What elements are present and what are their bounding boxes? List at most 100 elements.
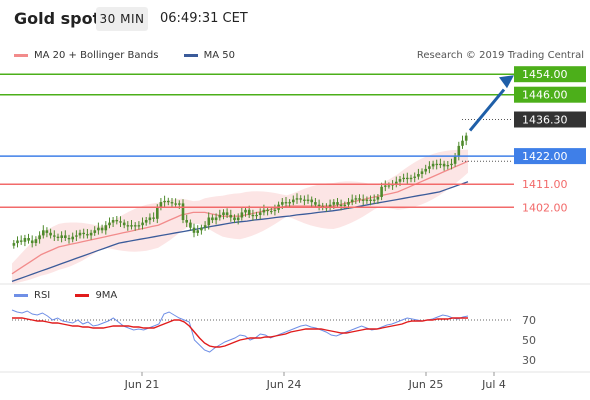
candle-body — [111, 220, 115, 223]
candle-body — [130, 225, 133, 227]
candle-body — [53, 235, 56, 237]
candle-body — [185, 220, 188, 223]
candle-body — [431, 163, 435, 167]
candle-body — [75, 235, 78, 237]
candle-body — [328, 204, 332, 208]
candle-body — [303, 199, 306, 201]
candle-body — [67, 238, 71, 240]
candle-body — [413, 176, 416, 178]
candle-body — [218, 214, 222, 218]
candle-body — [262, 209, 266, 213]
candle-body — [178, 203, 181, 205]
rsi-tick-label: 30 — [522, 354, 536, 367]
candle-body — [376, 197, 380, 200]
candle-body — [152, 217, 155, 219]
candle-body — [306, 199, 310, 201]
candle-body — [86, 234, 89, 236]
instrument-title: Gold spot — [14, 9, 101, 28]
candle-body — [461, 140, 464, 146]
candle-body — [372, 199, 376, 201]
x-tick-label: Jul 4 — [481, 378, 506, 391]
candle-body — [402, 177, 405, 180]
candle-body — [34, 239, 38, 243]
research-credit: Research © 2019 Trading Central — [416, 50, 584, 61]
candle-body — [64, 235, 67, 238]
candle-body — [12, 243, 16, 246]
candle-body — [417, 174, 420, 177]
candle-body — [369, 199, 372, 201]
candle-body — [119, 221, 122, 223]
candle-body — [222, 212, 225, 215]
candle-body — [406, 177, 409, 180]
candle-body — [133, 225, 137, 227]
candle-body — [284, 202, 288, 204]
candle-body — [225, 212, 229, 215]
candle-body — [211, 217, 214, 221]
candle-body — [82, 232, 85, 235]
x-tick-label: Jun 24 — [266, 378, 302, 391]
candle-body — [299, 198, 302, 200]
candle-body — [78, 232, 82, 236]
candle-body — [236, 217, 240, 221]
rsi-ma-swatch — [75, 293, 90, 297]
candle-body — [361, 199, 365, 201]
candle-body — [336, 202, 339, 205]
candle-body — [27, 238, 30, 241]
level-label: 1446.00 — [522, 89, 568, 102]
timeframe-badge[interactable]: 30 MIN — [96, 7, 148, 31]
legend-ma50: MA 50 — [183, 50, 235, 61]
candle-body — [93, 230, 97, 233]
candle-body — [266, 209, 269, 212]
candle-body — [23, 238, 27, 242]
candle-body — [60, 235, 63, 238]
legend-ma50-label: MA 50 — [203, 50, 235, 61]
candle-body — [159, 202, 163, 208]
candle-body — [38, 235, 41, 240]
candle-body — [89, 232, 93, 236]
candle-body — [380, 186, 383, 197]
level-tag — [514, 86, 586, 103]
candle-body — [244, 209, 247, 213]
candle-body — [387, 185, 391, 187]
candle-body — [247, 209, 251, 215]
candle-body — [446, 165, 450, 167]
candle-body — [104, 225, 108, 231]
candle-body — [258, 212, 262, 215]
candle-body — [424, 168, 427, 172]
candle-body — [148, 217, 152, 221]
ma50-line — [11, 181, 469, 283]
legend-rsi-label: RSI — [34, 290, 51, 301]
candle-body — [398, 179, 402, 182]
candle-body — [97, 227, 100, 231]
candle-body — [192, 227, 196, 233]
candle-body — [181, 203, 185, 220]
rsi-swatch — [14, 293, 28, 297]
candle-body — [71, 236, 74, 240]
candle-body — [49, 232, 52, 236]
clock-readout: 06:49:31 CET — [160, 11, 248, 26]
forecast-arrowhead — [499, 75, 514, 89]
legend-ma20-label: MA 20 + Bollinger Bands — [34, 50, 159, 61]
chart-header: Gold spot 30 MIN 06:49:31 CET — [0, 0, 590, 40]
candle-body — [42, 230, 45, 236]
candle-body — [365, 199, 369, 201]
candle-body — [439, 163, 442, 166]
candle-body — [288, 202, 291, 204]
legend-rsi-ma: 9MA — [75, 290, 117, 301]
candle-body — [203, 225, 207, 228]
candle-body — [56, 236, 60, 238]
candle-body — [30, 240, 34, 244]
candle-body — [442, 163, 446, 167]
level-label: 1422.00 — [522, 150, 568, 163]
candle-body — [354, 198, 358, 200]
candle-body — [229, 214, 233, 218]
forecast-arrow-shaft — [468, 88, 506, 132]
candle-body — [200, 227, 203, 231]
candle-body — [156, 207, 159, 219]
candle-body — [233, 217, 236, 221]
rsi-ma-line — [12, 317, 468, 348]
rsi-tick-label: 70 — [522, 314, 536, 327]
candle-body — [384, 185, 387, 187]
level-tag — [514, 66, 586, 83]
